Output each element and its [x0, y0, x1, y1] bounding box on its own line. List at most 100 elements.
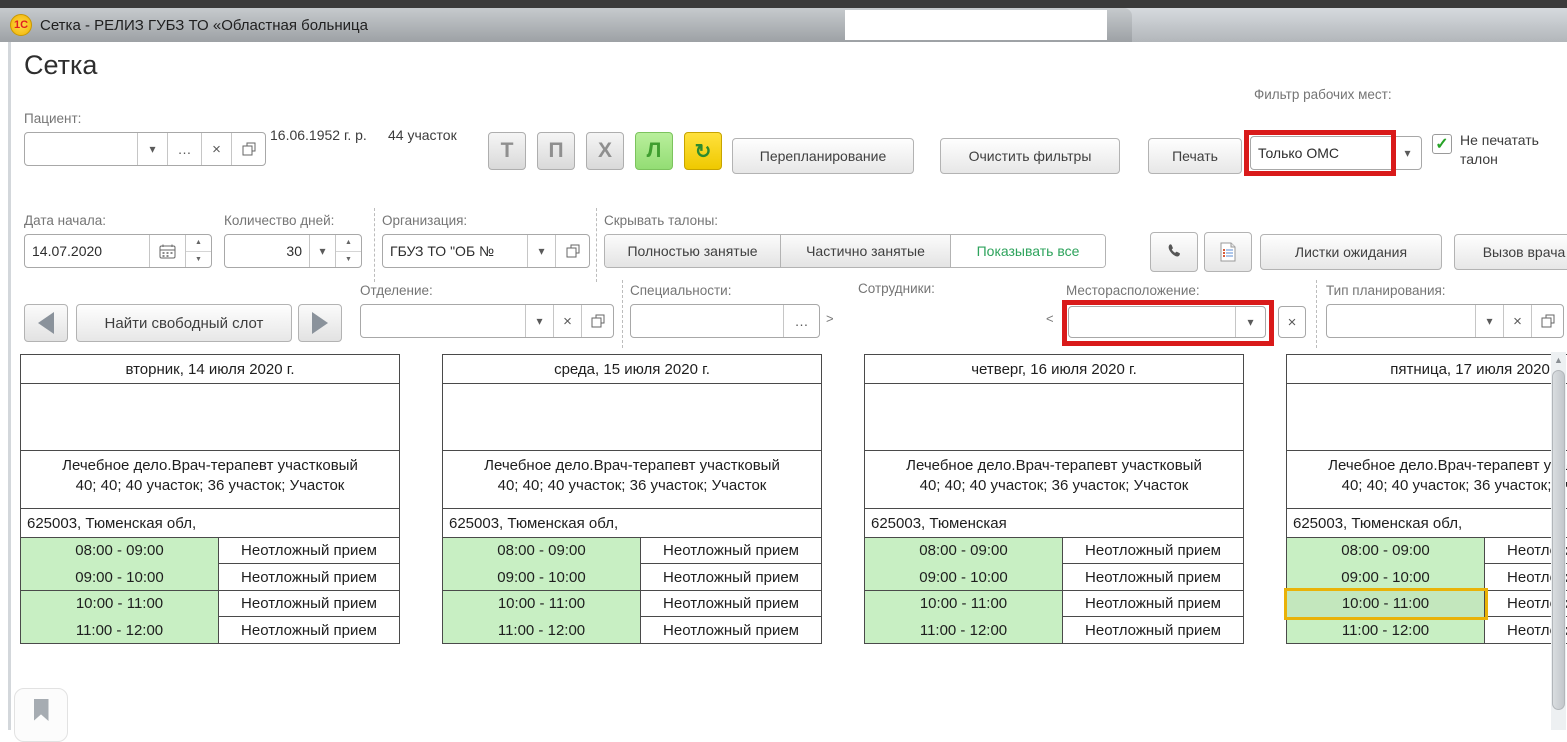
replanning-button[interactable]: Перепланирование: [732, 138, 914, 174]
slot-type[interactable]: Неотложный прием: [241, 595, 377, 612]
planning-type-value[interactable]: [1327, 305, 1475, 337]
slot-type[interactable]: Неотложный прием: [241, 621, 377, 639]
spin-down-icon[interactable]: ▼: [336, 250, 361, 268]
chevron-down-icon[interactable]: ▾: [309, 235, 335, 267]
open-icon[interactable]: [581, 305, 613, 337]
location-value[interactable]: [1069, 307, 1235, 337]
slot-type[interactable]: Неотложный прием: [663, 621, 799, 639]
department-combo[interactable]: ▾ ×: [360, 304, 614, 338]
location-clear-button[interactable]: ×: [1278, 306, 1306, 338]
workplace-filter-value[interactable]: Только ОМС: [1258, 145, 1340, 161]
document-icon: [1220, 242, 1236, 262]
clear-icon[interactable]: ×: [1503, 305, 1531, 337]
slot-type[interactable]: Неотложный прием: [241, 568, 377, 586]
no-print-checkbox-label: Не печатать талон: [1460, 132, 1539, 167]
toolbar-button-t[interactable]: Т: [488, 132, 526, 170]
location-combo[interactable]: ▾: [1068, 306, 1266, 338]
show-all-button[interactable]: Показывать все: [951, 235, 1105, 267]
workplace-filter-combo[interactable]: Только ОМС ▾: [1250, 136, 1422, 170]
days-spinner[interactable]: ▲ ▼: [335, 235, 361, 267]
organization-combo[interactable]: ГБУЗ ТО "ОБ № ▾: [382, 234, 590, 268]
slot-time[interactable]: 09:00 - 10:00: [865, 564, 1063, 590]
scrollbar-thumb[interactable]: [1552, 370, 1565, 710]
slot-time[interactable]: 10:00 - 11:00: [1284, 587, 1488, 620]
spin-up-icon[interactable]: ▲: [345, 239, 352, 247]
patient-input[interactable]: ▾ … ×: [24, 132, 266, 166]
address-cell: 625003, Тюменская обл,: [1286, 508, 1567, 538]
slot-time[interactable]: 10:00 - 11:00: [865, 590, 1063, 617]
days-count-input[interactable]: 30 ▾ ▲ ▼: [224, 234, 362, 268]
slot-time[interactable]: 08:00 - 09:00: [865, 537, 1063, 564]
chevron-down-icon[interactable]: ▾: [525, 305, 553, 337]
chevron-down-icon[interactable]: ▾: [1393, 137, 1421, 169]
report-button[interactable]: [1204, 232, 1252, 272]
slot-type[interactable]: Неотложный прием: [241, 542, 377, 559]
phone-button[interactable]: [1150, 232, 1198, 272]
slot-row: 09:00 - 10:00 Неотложный прием: [1286, 563, 1567, 591]
date-spinner[interactable]: ▲ ▼: [185, 235, 211, 267]
chevron-down-icon[interactable]: ▾: [137, 133, 167, 165]
spin-up-icon[interactable]: ▲: [195, 239, 202, 247]
slot-type[interactable]: Неотложный прием: [1085, 621, 1221, 639]
chevron-down-icon[interactable]: ▾: [527, 235, 555, 267]
hide-partially-busy-button[interactable]: Частично занятые: [781, 235, 951, 267]
slot-type[interactable]: Неотложный прием: [663, 568, 799, 586]
slot-time[interactable]: 10:00 - 11:00: [443, 590, 641, 617]
spin-down-icon[interactable]: ▼: [186, 250, 211, 268]
slot-time[interactable]: 11:00 - 12:00: [443, 617, 641, 643]
ellipsis-select-icon[interactable]: …: [167, 133, 201, 165]
bookmark-button[interactable]: [14, 688, 68, 742]
toolbar-button-p[interactable]: П: [537, 132, 575, 170]
open-icon[interactable]: [1531, 305, 1563, 337]
slot-type[interactable]: Неотложный прием: [1085, 542, 1221, 559]
toolbar-button-l[interactable]: Л: [635, 132, 673, 170]
ellipsis-select-icon[interactable]: …: [783, 305, 819, 337]
slot-time[interactable]: 09:00 - 10:00: [1287, 564, 1485, 590]
start-date-value[interactable]: 14.07.2020: [32, 243, 103, 259]
clear-icon[interactable]: ×: [1287, 313, 1297, 331]
specialties-input[interactable]: …: [630, 304, 820, 338]
planning-type-combo[interactable]: ▾ ×: [1326, 304, 1564, 338]
slot-type[interactable]: Неотложный прием: [663, 595, 799, 612]
patient-value[interactable]: [25, 133, 137, 165]
slot-type[interactable]: Неотложный прием: [1085, 595, 1221, 612]
slot-time[interactable]: 11:00 - 12:00: [1287, 617, 1485, 643]
divider: [596, 208, 597, 282]
slot-time[interactable]: 08:00 - 09:00: [21, 537, 219, 564]
days-count-value[interactable]: 30: [286, 243, 302, 259]
specialties-value[interactable]: [631, 305, 783, 337]
slot-time[interactable]: 08:00 - 09:00: [1287, 537, 1485, 564]
slot-time[interactable]: 09:00 - 10:00: [21, 564, 219, 590]
slot-time[interactable]: 08:00 - 09:00: [443, 537, 641, 564]
open-icon[interactable]: [555, 235, 589, 267]
clear-icon[interactable]: ×: [201, 133, 231, 165]
print-button[interactable]: Печать: [1148, 138, 1242, 174]
chevron-down-icon[interactable]: ▾: [1475, 305, 1503, 337]
next-day-button[interactable]: [298, 304, 342, 342]
slot-time[interactable]: 10:00 - 11:00: [21, 590, 219, 617]
slot-row: 11:00 - 12:00 Неотложный прием: [864, 616, 1244, 644]
organization-value[interactable]: ГБУЗ ТО "ОБ №: [390, 243, 495, 259]
hide-fully-busy-button[interactable]: Полностью занятые: [605, 235, 781, 267]
calendar-icon[interactable]: [149, 235, 185, 267]
no-print-checkbox[interactable]: ✓: [1432, 134, 1452, 154]
slot-time[interactable]: 09:00 - 10:00: [443, 564, 641, 590]
slot-time[interactable]: 11:00 - 12:00: [865, 617, 1063, 643]
scrollbar-up-icon[interactable]: ▲: [1554, 355, 1563, 365]
slot-row: 09:00 - 10:00 Неотложный прием: [20, 563, 400, 591]
slot-time[interactable]: 11:00 - 12:00: [21, 617, 219, 643]
refresh-button[interactable]: ↻: [684, 132, 722, 170]
slot-type[interactable]: Неотложный прием: [1085, 568, 1221, 586]
department-value[interactable]: [361, 305, 525, 337]
find-free-slot-button[interactable]: Найти свободный слот: [76, 304, 292, 342]
clear-filters-button[interactable]: Очистить фильтры: [940, 138, 1120, 174]
doctor-call-button[interactable]: Вызов врача: [1454, 234, 1567, 270]
start-date-input[interactable]: 14.07.2020 ▲ ▼: [24, 234, 212, 268]
prev-day-button[interactable]: [24, 304, 68, 342]
open-icon[interactable]: [231, 133, 265, 165]
toolbar-button-x[interactable]: Х: [586, 132, 624, 170]
chevron-down-icon[interactable]: ▾: [1235, 307, 1265, 337]
waiting-lists-button[interactable]: Листки ожидания: [1260, 234, 1442, 270]
clear-icon[interactable]: ×: [553, 305, 581, 337]
slot-type[interactable]: Неотложный прием: [663, 542, 799, 559]
